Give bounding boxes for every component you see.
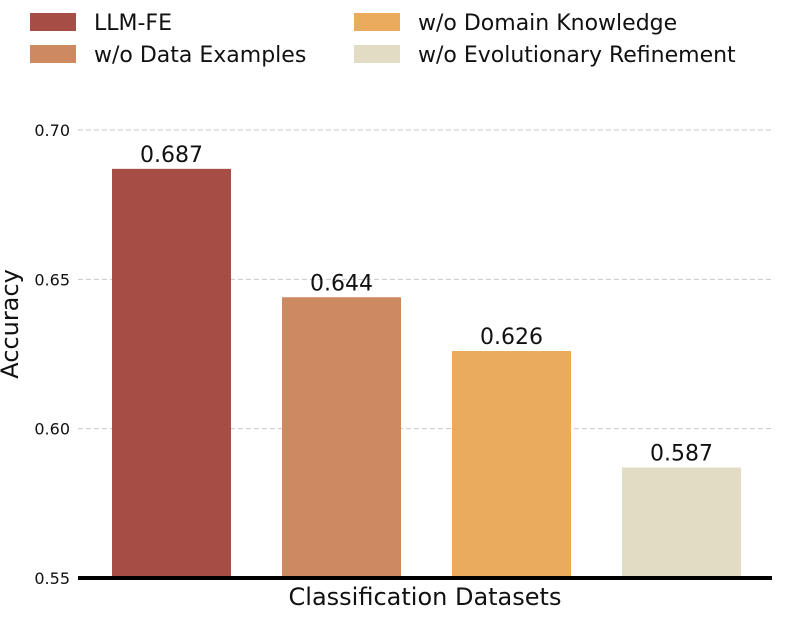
legend-swatch [30,45,76,63]
bar-2 [282,297,401,578]
legend-label: w/o Data Examples [94,43,306,68]
legend-swatch [30,13,76,31]
legend-label: LLM-FE [94,11,172,36]
y-axis-ticks: 0.55 0.60 0.65 0.70 [34,121,70,588]
legend-swatch [354,13,400,31]
y-tick-label: 0.60 [34,420,70,439]
y-tick-label: 0.65 [34,270,70,289]
bar-value-label: 0.644 [310,271,373,296]
bars [112,168,741,578]
bar-value-label: 0.687 [140,143,203,168]
bar-value-label: 0.626 [480,325,543,350]
value-labels: 0.687 0.644 0.626 0.587 [140,143,713,467]
legend-swatch [354,45,400,63]
bar-1 [112,168,231,578]
legend-label: w/o Evolutionary Refinement [418,43,736,68]
bar-4 [622,467,741,578]
legend-label: w/o Domain Knowledge [418,11,677,36]
bar-3 [452,351,571,578]
y-tick-label: 0.70 [34,121,70,140]
bar-value-label: 0.587 [650,441,713,466]
y-axis-title: Accuracy [0,269,24,379]
y-tick-label: 0.55 [34,569,70,588]
legend: LLM-FE w/o Data Examples w/o Domain Knowle… [30,11,736,68]
x-axis-title: Classification Datasets [289,583,562,611]
